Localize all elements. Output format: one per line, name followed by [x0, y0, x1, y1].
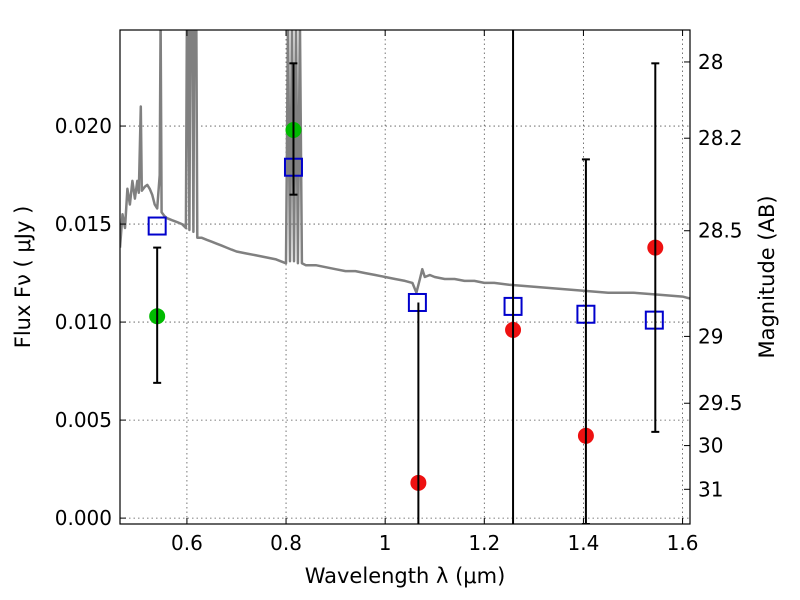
right-tick-label: 29: [698, 324, 723, 348]
axis-ticks: 0.6 0.8 1 1.2 1.4 1.6 0.000 0.005 0.010 0.015 0.02…: [55, 30, 743, 555]
plot-area: [120, 30, 690, 524]
x-tick-label: 0.6: [171, 531, 203, 555]
right-tick-label: 30: [698, 434, 723, 458]
right-axis-label: Magnitude (AB): [755, 195, 779, 358]
model-spectrum-line: [120, 30, 690, 300]
right-tick-label: 29.5: [698, 391, 743, 415]
x-tick-label: 1.6: [667, 531, 699, 555]
right-tick-label: 28.2: [698, 126, 743, 150]
x-axis-label: Wavelength λ (μm): [305, 564, 506, 588]
x-tick-label: 1.4: [568, 531, 600, 555]
right-tick-label: 28: [698, 50, 723, 74]
x-tick-label: 0.8: [270, 531, 302, 555]
grid-lines: [120, 30, 690, 524]
model-flux-square: [147, 216, 167, 236]
x-tick-label: 1: [379, 531, 392, 555]
right-tick-label: 28.5: [698, 219, 743, 243]
plot-frame: [119, 29, 691, 525]
y-tick-label: 0.015: [55, 212, 112, 236]
right-tick-label: 31: [698, 477, 723, 501]
y-tick-label: 0.010: [55, 310, 112, 334]
y-tick-label: 0.005: [55, 408, 112, 432]
x-tick-label: 1.2: [468, 531, 500, 555]
y-tick-label: 0.020: [55, 114, 112, 138]
y-axis-label: Flux Fν ( μJy ): [11, 206, 35, 349]
y-tick-label: 0.000: [55, 506, 112, 530]
